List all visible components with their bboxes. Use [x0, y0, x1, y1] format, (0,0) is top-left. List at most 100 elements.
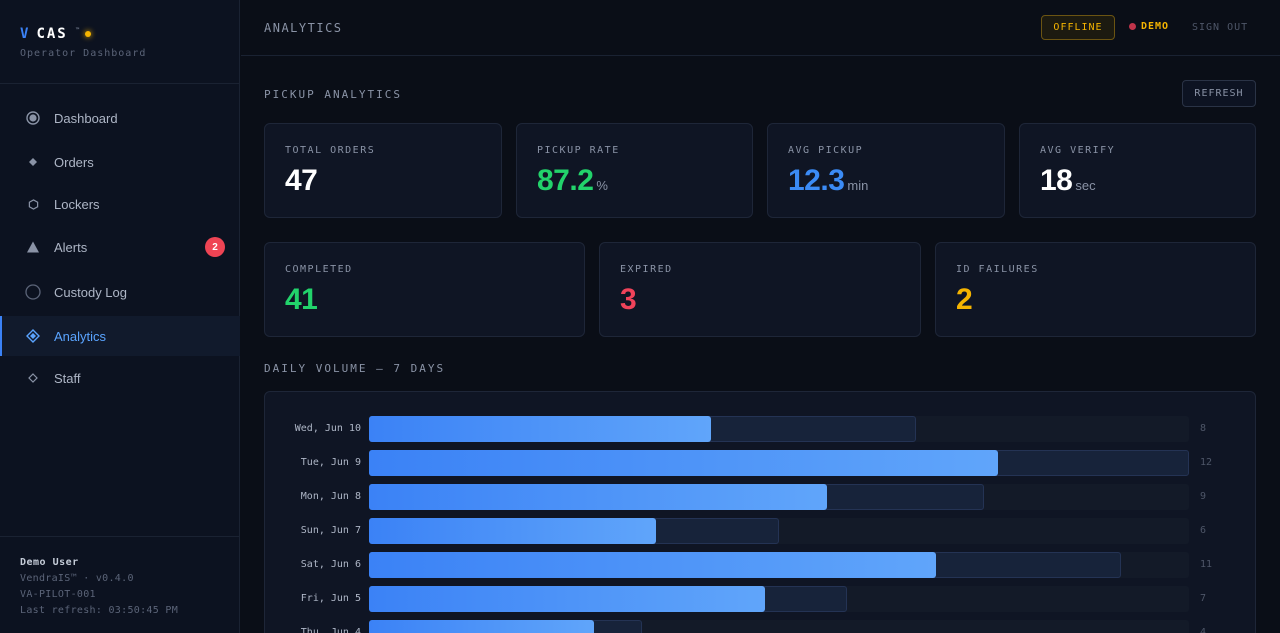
diamond-icon [24, 327, 42, 345]
nav-label: Custody Log [54, 284, 127, 300]
nav-item-lockers[interactable]: Lockers [0, 184, 240, 224]
bar-count: 4 [1200, 627, 1207, 633]
card-number: 3 [620, 283, 637, 316]
card-value: 87.2 % [537, 164, 608, 198]
top-bar: ANALYTICS OFFLINE DEMO SIGN OUT [241, 0, 1280, 56]
bar-date-label: Wed, Jun 10 [294, 423, 361, 434]
bar-row[interactable]: Tue, Jun 9 12 [265, 450, 1257, 476]
nav-item-custody-log[interactable]: Custody Log [0, 272, 240, 312]
card-label: ID FAILURES [956, 264, 1039, 275]
nav-label: Staff [54, 370, 81, 386]
sidebar-divider [0, 536, 240, 537]
card-value: 18 sec [1040, 164, 1096, 198]
card-number: 47 [285, 164, 318, 197]
daily-volume-chart: Wed, Jun 10 8 Tue, Jun 9 12 Mon, Jun 8 9 Sun, … [264, 391, 1256, 633]
nav-item-orders[interactable]: Orders [0, 142, 240, 182]
status-card-id-failures: ID FAILURES 2 [935, 242, 1256, 337]
bar-completed [369, 518, 656, 544]
bar-completed [369, 450, 998, 476]
bar-track [369, 518, 1189, 544]
refresh-button[interactable]: REFRESH [1182, 80, 1256, 107]
card-value: 41 [285, 283, 318, 317]
card-label: PICKUP RATE [537, 145, 620, 156]
card-unit: sec [1075, 178, 1096, 193]
brand-letter: V [20, 26, 30, 42]
card-label: COMPLETED [285, 264, 353, 275]
connection-status-badge[interactable]: OFFLINE [1041, 15, 1115, 40]
card-label: AVG VERIFY [1040, 145, 1116, 156]
bar-row[interactable]: Sat, Jun 6 11 [265, 552, 1257, 578]
brand-logo[interactable]: V CAS ™ [20, 24, 92, 44]
hexagon-icon [24, 195, 42, 213]
bar-row[interactable]: Mon, Jun 8 9 [265, 484, 1257, 510]
bar-row[interactable]: Fri, Jun 5 7 [265, 586, 1257, 612]
bar-count: 6 [1200, 525, 1207, 536]
bar-track [369, 586, 1189, 612]
stat-card-avg-pickup: AVG PICKUP 12.3 min [767, 123, 1005, 218]
bar-count: 12 [1200, 457, 1213, 468]
page-title: ANALYTICS [264, 21, 343, 35]
alerts-count-badge: 2 [205, 237, 225, 257]
card-number: 12.3 [788, 164, 845, 197]
user-name: Demo User [20, 557, 79, 568]
bar-row[interactable]: Sun, Jun 7 6 [265, 518, 1257, 544]
stat-card-avg-verify: AVG VERIFY 18 sec [1019, 123, 1256, 218]
nav-item-dashboard[interactable]: Dashboard [0, 98, 240, 138]
pickup-analytics-title: PICKUP ANALYTICS [264, 88, 402, 101]
nav-item-staff[interactable]: Staff [0, 358, 240, 398]
stat-card-total-orders: TOTAL ORDERS 47 [264, 123, 502, 218]
triangle-icon [24, 238, 42, 256]
bar-completed [369, 620, 594, 633]
site-id: VA-PILOT-001 [20, 589, 96, 600]
card-label: TOTAL ORDERS [285, 145, 376, 156]
sidebar: V CAS ™ Operator Dashboard Dashboard Ord… [0, 0, 240, 633]
brand-trademark: ™ [75, 26, 80, 34]
bar-completed [369, 484, 827, 510]
bar-date-label: Sat, Jun 6 [300, 559, 361, 570]
radio-dot-icon [24, 109, 42, 127]
bar-completed [369, 586, 765, 612]
card-value: 47 [285, 164, 320, 198]
card-number: 2 [956, 283, 973, 316]
demo-dot-icon [1129, 23, 1136, 30]
user-info: Demo User VendraIS™ · v0.4.0 VA-PILOT-00… [20, 555, 178, 619]
bar-completed [369, 552, 936, 578]
circle-outline-icon [24, 283, 42, 301]
bar-track [369, 620, 1189, 633]
card-label: AVG PICKUP [788, 145, 864, 156]
bar-date-label: Thu, Jun 4 [300, 627, 361, 633]
nav-label: Orders [54, 154, 94, 170]
card-number: 41 [285, 283, 318, 316]
bar-row[interactable]: Wed, Jun 10 8 [265, 416, 1257, 442]
bar-count: 9 [1200, 491, 1207, 502]
sidebar-divider [0, 83, 240, 84]
card-value: 2 [956, 283, 973, 317]
daily-volume-title: DAILY VOLUME — 7 DAYS [264, 362, 446, 375]
bar-date-label: Tue, Jun 9 [300, 457, 361, 468]
bar-count: 7 [1200, 593, 1207, 604]
status-card-completed: COMPLETED 41 [264, 242, 585, 337]
status-card-expired: EXPIRED 3 [599, 242, 921, 337]
bar-track [369, 484, 1189, 510]
nav-label: Alerts [54, 239, 88, 255]
bar-row[interactable]: Thu, Jun 4 4 [265, 620, 1257, 633]
bar-completed [369, 416, 711, 442]
nav-item-alerts[interactable]: Alerts 2 [0, 227, 240, 267]
bar-count: 11 [1200, 559, 1213, 570]
bar-date-label: Fri, Jun 5 [300, 593, 361, 604]
nav-item-analytics[interactable]: Analytics [0, 316, 240, 356]
bar-track [369, 416, 1189, 442]
card-value: 3 [620, 283, 637, 317]
card-number: 18 [1040, 164, 1073, 197]
demo-label: DEMO [1141, 21, 1170, 32]
bar-date-label: Sun, Jun 7 [300, 525, 361, 536]
app-version: VendraIS™ · v0.4.0 [20, 573, 134, 584]
stat-card-pickup-rate: PICKUP RATE 87.2 % [516, 123, 753, 218]
bar-track [369, 450, 1189, 476]
sign-out-button[interactable]: SIGN OUT [1192, 22, 1249, 33]
nav-label: Dashboard [54, 110, 118, 126]
card-number: 87.2 [537, 164, 594, 197]
card-value: 12.3 min [788, 164, 868, 198]
nav-label: Analytics [54, 328, 107, 344]
last-refresh: Last refresh: 03:50:45 PM [20, 605, 179, 616]
